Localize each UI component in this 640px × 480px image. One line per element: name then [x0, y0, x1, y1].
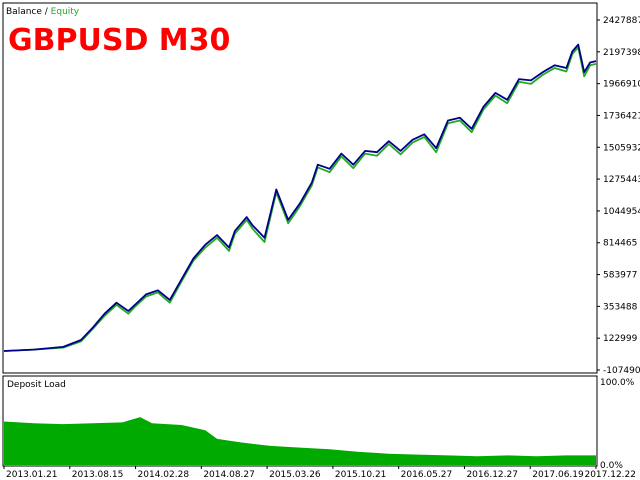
x-tick-label: 2013.01.21	[6, 470, 58, 480]
y-axis-ticks: 2427887 2197398 1966910 1736421 1505932 12754…	[597, 16, 640, 376]
y-tick-label: 1275443	[603, 175, 640, 185]
x-tick-label: 2015.03.26	[269, 470, 321, 480]
x-tick-label: 2013.08.15	[72, 470, 124, 480]
y-tick-label: 122999	[603, 334, 638, 344]
y-tick-label: 1736421	[603, 111, 640, 121]
legend-separator: /	[42, 7, 51, 17]
deposit-load-min-label: 0.0%	[600, 461, 623, 471]
x-axis-ticks: 2013.01.21 2013.08.15 2014.02.28 2014.08.27…	[3, 466, 636, 480]
y-tick-label: 2197398	[603, 48, 640, 58]
x-tick-label: 2015.10.21	[335, 470, 387, 480]
deposit-load-fill	[4, 417, 596, 465]
equity-balance-lines	[3, 43, 597, 352]
x-tick-label: 2014.02.28	[138, 470, 190, 480]
legend: Balance / Equity	[6, 7, 80, 17]
main-chart-panel	[2, 2, 598, 374]
y-tick-label: 353488	[603, 302, 638, 312]
deposit-load-title: Deposit Load	[7, 380, 66, 390]
legend-equity: Equity	[51, 7, 80, 17]
x-tick-label: 2016.05.27	[401, 470, 453, 480]
legend-balance: Balance	[6, 7, 42, 17]
y-tick-label: 1044954	[603, 207, 640, 217]
y-tick-label: 814465	[603, 239, 637, 249]
y-tick-label: 1966910	[603, 80, 640, 90]
balance-line	[3, 43, 597, 352]
y-tick-label: 2427887	[603, 16, 640, 26]
deposit-load-area	[4, 417, 596, 465]
y-tick-label: 583977	[603, 271, 637, 281]
x-tick-label: 2014.08.27	[203, 470, 255, 480]
y-tick-label: 1505932	[603, 143, 640, 153]
x-tick-label: 2016.12.27	[466, 470, 518, 480]
x-tick-label: 2017.12.22	[584, 470, 636, 480]
deposit-load-max-label: 100.0%	[600, 378, 635, 388]
y-tick-label: -107490	[603, 366, 640, 376]
chart-title: GBPUSD M30	[8, 23, 230, 58]
equity-line	[3, 46, 597, 352]
x-tick-label: 2017.06.19	[532, 470, 584, 480]
